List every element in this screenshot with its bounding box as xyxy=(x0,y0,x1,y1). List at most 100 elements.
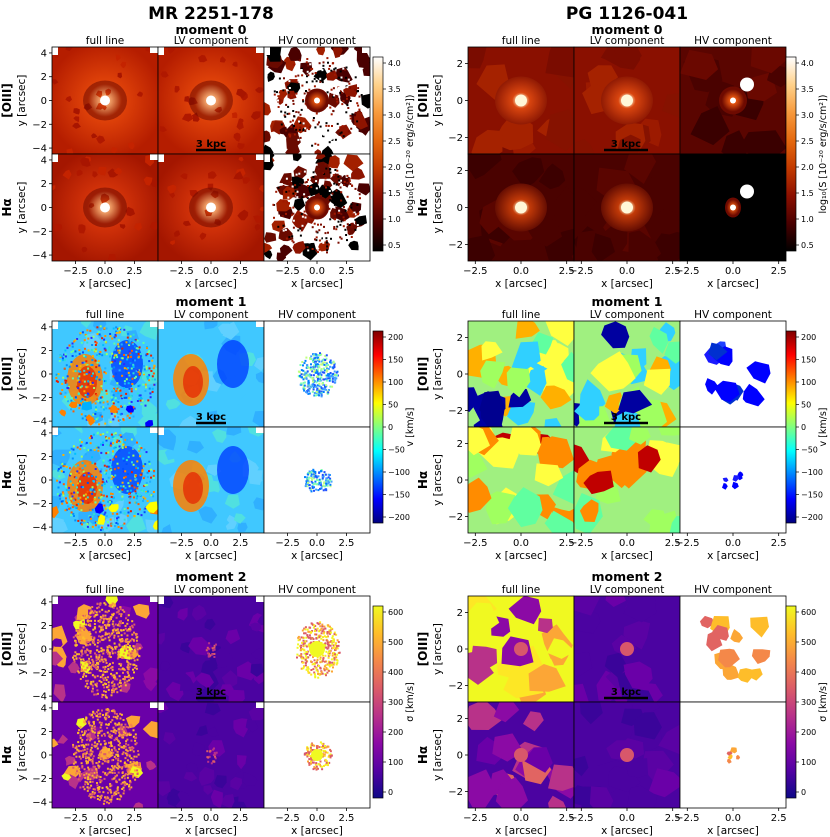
data-pixel xyxy=(318,360,321,363)
data-pixel xyxy=(79,444,82,447)
data-pixel xyxy=(101,354,104,357)
data-pixel xyxy=(313,744,316,747)
data-pixel xyxy=(85,386,88,389)
data-pixel xyxy=(306,748,309,751)
data-pixel xyxy=(137,352,140,355)
data-pixel xyxy=(308,470,311,473)
data-pixel xyxy=(88,350,91,353)
data-pixel xyxy=(114,678,117,681)
y-tick-label: 2 xyxy=(41,179,47,190)
data-pixel xyxy=(321,363,324,366)
data-pixel xyxy=(213,644,216,647)
data-pixel xyxy=(100,495,103,498)
y-tick-label: 4 xyxy=(41,48,47,59)
data-pixel xyxy=(334,379,337,382)
data-pixel xyxy=(316,379,319,382)
data-pixel xyxy=(95,376,98,379)
data-pixel xyxy=(118,331,121,334)
data-pixel xyxy=(89,736,92,739)
data-pixel xyxy=(326,374,329,377)
data-pixel xyxy=(322,88,325,91)
data-pixel xyxy=(346,95,348,97)
data-pixel xyxy=(304,181,307,184)
data-pixel xyxy=(87,383,90,386)
data-pixel xyxy=(98,333,101,336)
data-pixel xyxy=(311,235,313,237)
data-pixel xyxy=(120,498,123,501)
data-pixel xyxy=(129,340,132,343)
data-pixel xyxy=(311,761,314,764)
data-pixel xyxy=(314,365,317,368)
data-pixel xyxy=(117,728,120,731)
data-pixel xyxy=(102,443,104,446)
panel-image xyxy=(574,321,680,427)
scale-bar-label: 3 kpc xyxy=(611,412,641,423)
data-pixel xyxy=(306,476,309,479)
data-pixel xyxy=(329,106,332,109)
data-pixel xyxy=(117,632,120,634)
data-pixel xyxy=(320,394,323,397)
data-pixel xyxy=(95,488,98,491)
voronoi-cell xyxy=(198,54,208,63)
data-pixel xyxy=(152,477,155,479)
data-pixel xyxy=(112,402,115,405)
data-pixel xyxy=(78,467,81,470)
data-pixel xyxy=(310,355,313,358)
data-pixel xyxy=(83,768,86,771)
data-pixel xyxy=(101,484,104,487)
data-pixel xyxy=(319,378,321,381)
data-pixel xyxy=(111,652,114,655)
data-pixel xyxy=(118,662,121,665)
data-pixel xyxy=(319,625,322,628)
data-pixel xyxy=(96,747,99,750)
y-tick-label: 0 xyxy=(457,751,463,762)
data-pixel xyxy=(79,736,82,739)
data-pixel xyxy=(150,468,153,471)
data-pixel xyxy=(306,364,308,367)
data-pixel xyxy=(108,715,110,718)
data-pixel xyxy=(101,337,104,340)
data-pixel xyxy=(328,168,331,170)
data-pixel xyxy=(325,384,328,387)
data-pixel xyxy=(273,93,276,96)
data-pixel xyxy=(123,396,126,399)
data-pixel xyxy=(102,344,105,347)
data-pixel xyxy=(66,383,69,386)
data-pixel xyxy=(95,685,98,688)
voronoi-cell xyxy=(469,602,500,634)
voronoi-cell xyxy=(705,378,719,395)
x-tick-label: 0.0 xyxy=(203,538,219,549)
data-pixel xyxy=(332,361,335,364)
data-pixel xyxy=(104,718,107,721)
data-pixel xyxy=(114,335,117,338)
data-pixel xyxy=(298,200,301,203)
data-pixel xyxy=(100,647,103,650)
data-pixel xyxy=(58,481,61,484)
x-tick-label: 2.5 xyxy=(126,538,142,549)
data-pixel xyxy=(136,400,139,402)
panel-pg-m1-r0-c2 xyxy=(679,320,787,428)
data-pixel xyxy=(322,747,325,749)
data-pixel xyxy=(81,766,84,769)
voronoi-cell xyxy=(204,618,216,631)
y-axis-label: y [arcsec] xyxy=(432,348,444,400)
data-pixel xyxy=(331,91,334,94)
data-pixel xyxy=(108,645,111,648)
voronoi-cell xyxy=(478,390,504,416)
data-pixel xyxy=(327,480,330,483)
data-pixel xyxy=(72,656,74,659)
data-pixel xyxy=(150,354,153,357)
voronoi-cell xyxy=(548,764,574,791)
data-pixel xyxy=(311,72,314,75)
data-pixel xyxy=(114,732,117,735)
data-pixel xyxy=(319,77,322,80)
data-pixel xyxy=(314,238,316,241)
panel-image xyxy=(158,427,264,533)
data-pixel xyxy=(113,739,116,742)
data-pixel xyxy=(110,501,113,504)
data-pixel xyxy=(300,636,303,639)
data-pixel xyxy=(336,173,339,176)
data-pixel xyxy=(315,765,318,768)
data-pixel xyxy=(291,213,294,216)
data-pixel xyxy=(74,634,77,637)
